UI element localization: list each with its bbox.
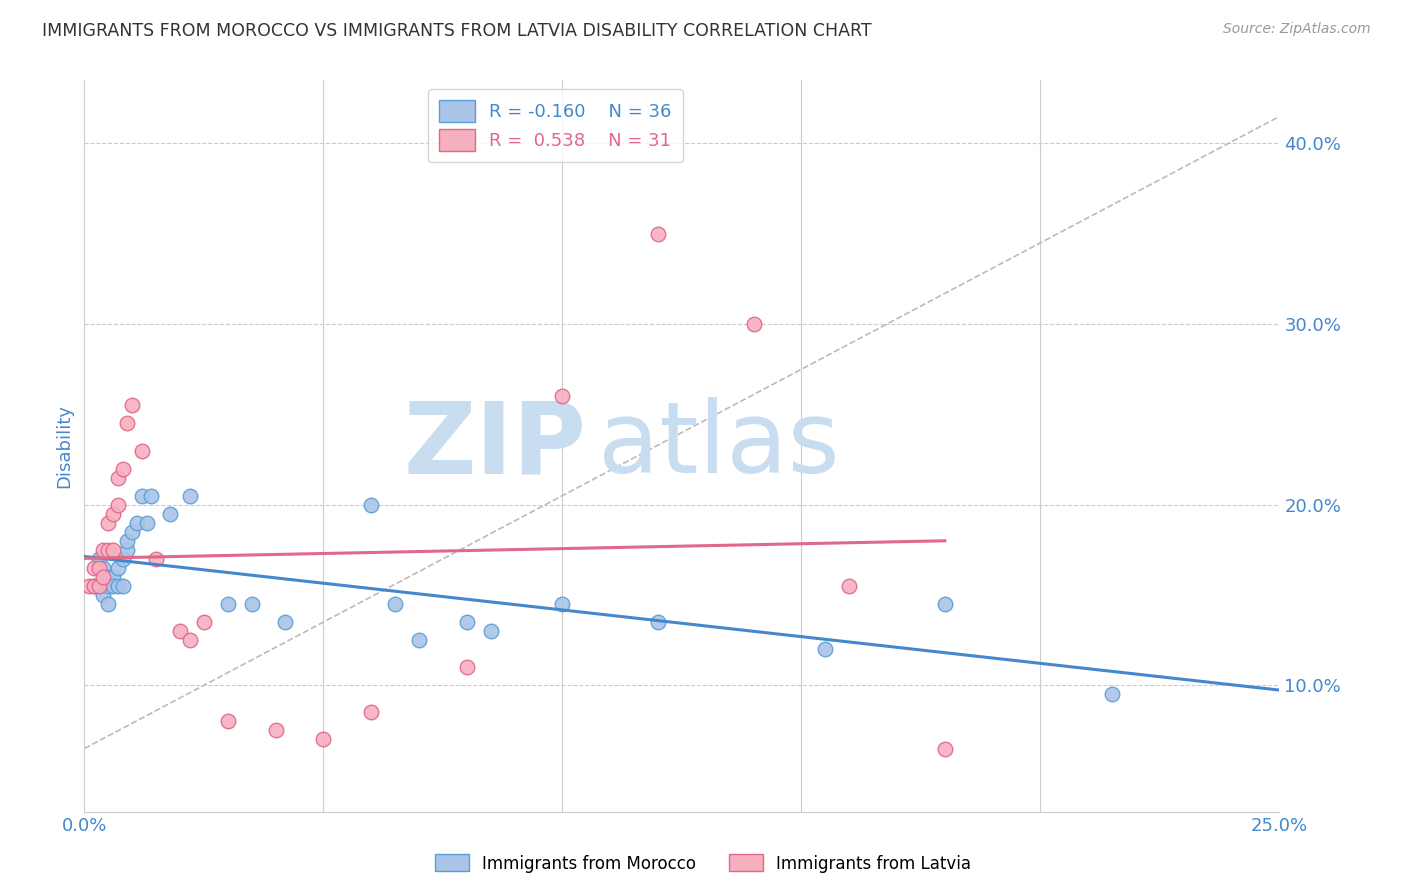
Point	[456, 615, 478, 629]
Point	[97, 542, 120, 557]
Point	[83, 561, 105, 575]
Point	[217, 597, 239, 611]
Point	[77, 579, 100, 593]
Point	[97, 579, 120, 593]
Point	[87, 561, 110, 575]
Point	[111, 552, 134, 566]
Legend: Immigrants from Morocco, Immigrants from Latvia: Immigrants from Morocco, Immigrants from…	[429, 847, 977, 880]
Point	[97, 570, 120, 584]
Point	[934, 741, 956, 756]
Point	[264, 723, 287, 738]
Point	[408, 633, 430, 648]
Point	[93, 588, 115, 602]
Point	[179, 489, 201, 503]
Point	[87, 579, 110, 593]
Point	[647, 227, 669, 241]
Point	[121, 398, 143, 412]
Point	[97, 516, 120, 530]
Point	[117, 533, 139, 548]
Point	[121, 524, 143, 539]
Point	[131, 489, 153, 503]
Point	[107, 470, 129, 484]
Point	[101, 579, 124, 593]
Point	[83, 579, 105, 593]
Point	[97, 597, 120, 611]
Point	[83, 579, 105, 593]
Point	[101, 570, 124, 584]
Point	[838, 579, 860, 593]
Point	[456, 660, 478, 674]
Point	[135, 516, 157, 530]
Point	[111, 579, 134, 593]
Text: IMMIGRANTS FROM MOROCCO VS IMMIGRANTS FROM LATVIA DISABILITY CORRELATION CHART: IMMIGRANTS FROM MOROCCO VS IMMIGRANTS FR…	[42, 22, 872, 40]
Legend: R = -0.160    N = 36, R =  0.538    N = 31: R = -0.160 N = 36, R = 0.538 N = 31	[427, 89, 683, 162]
Point	[179, 633, 201, 648]
Point	[360, 498, 382, 512]
Point	[117, 542, 139, 557]
Point	[159, 507, 181, 521]
Point	[551, 389, 574, 403]
Point	[87, 579, 110, 593]
Point	[131, 443, 153, 458]
Text: ZIP: ZIP	[404, 398, 586, 494]
Point	[551, 597, 574, 611]
Y-axis label: Disability: Disability	[55, 404, 73, 488]
Text: Source: ZipAtlas.com: Source: ZipAtlas.com	[1223, 22, 1371, 37]
Point	[169, 624, 191, 639]
Point	[360, 706, 382, 720]
Point	[934, 597, 956, 611]
Point	[117, 417, 139, 431]
Point	[141, 489, 163, 503]
Point	[93, 542, 115, 557]
Point	[107, 498, 129, 512]
Point	[647, 615, 669, 629]
Point	[217, 714, 239, 729]
Point	[479, 624, 502, 639]
Point	[1101, 687, 1123, 701]
Point	[107, 579, 129, 593]
Point	[101, 542, 124, 557]
Point	[111, 461, 134, 475]
Point	[93, 561, 115, 575]
Point	[93, 570, 115, 584]
Point	[274, 615, 297, 629]
Point	[145, 552, 167, 566]
Point	[193, 615, 215, 629]
Point	[87, 552, 110, 566]
Text: atlas: atlas	[599, 398, 839, 494]
Point	[384, 597, 406, 611]
Point	[101, 507, 124, 521]
Point	[312, 732, 335, 747]
Point	[125, 516, 148, 530]
Point	[814, 642, 837, 657]
Point	[107, 561, 129, 575]
Point	[240, 597, 263, 611]
Point	[742, 317, 765, 331]
